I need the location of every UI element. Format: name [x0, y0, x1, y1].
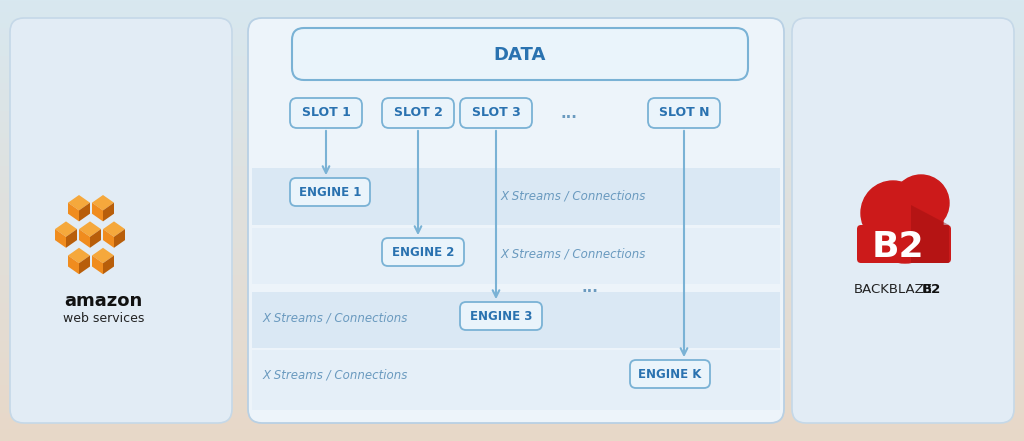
- Text: B2: B2: [922, 283, 941, 296]
- FancyBboxPatch shape: [792, 18, 1014, 423]
- Text: X Streams / Connections: X Streams / Connections: [500, 247, 645, 261]
- Circle shape: [867, 187, 943, 263]
- Text: SLOT 3: SLOT 3: [472, 106, 520, 120]
- Text: SLOT 1: SLOT 1: [301, 106, 350, 120]
- Polygon shape: [103, 255, 114, 274]
- Polygon shape: [68, 203, 79, 221]
- Text: ENGINE 3: ENGINE 3: [470, 310, 532, 322]
- FancyBboxPatch shape: [252, 228, 780, 284]
- Text: ENGINE K: ENGINE K: [638, 367, 701, 381]
- Polygon shape: [103, 229, 114, 248]
- Polygon shape: [55, 229, 66, 248]
- Text: ENGINE 2: ENGINE 2: [392, 246, 455, 258]
- Text: ...: ...: [560, 105, 578, 120]
- Circle shape: [861, 181, 925, 245]
- Text: web services: web services: [62, 312, 144, 325]
- Text: DATA: DATA: [494, 46, 546, 64]
- FancyBboxPatch shape: [648, 98, 720, 128]
- Polygon shape: [55, 221, 77, 237]
- Text: SLOT N: SLOT N: [658, 106, 710, 120]
- FancyBboxPatch shape: [460, 302, 542, 330]
- Polygon shape: [92, 203, 103, 221]
- FancyBboxPatch shape: [252, 292, 780, 348]
- Polygon shape: [92, 248, 114, 263]
- FancyBboxPatch shape: [382, 98, 454, 128]
- Polygon shape: [68, 255, 79, 274]
- FancyBboxPatch shape: [292, 28, 748, 80]
- Circle shape: [893, 175, 949, 231]
- Polygon shape: [911, 205, 949, 263]
- Polygon shape: [79, 203, 90, 221]
- FancyBboxPatch shape: [290, 98, 362, 128]
- FancyBboxPatch shape: [10, 18, 232, 423]
- FancyBboxPatch shape: [630, 360, 710, 388]
- Polygon shape: [92, 255, 103, 274]
- Polygon shape: [68, 248, 90, 263]
- Polygon shape: [79, 221, 101, 237]
- FancyBboxPatch shape: [857, 225, 951, 263]
- Text: X Streams / Connections: X Streams / Connections: [500, 190, 645, 202]
- Polygon shape: [103, 203, 114, 221]
- Text: X Streams / Connections: X Streams / Connections: [262, 369, 408, 381]
- Text: ...: ...: [582, 280, 598, 295]
- Polygon shape: [68, 195, 90, 210]
- FancyBboxPatch shape: [252, 350, 780, 410]
- Text: B2: B2: [871, 230, 925, 264]
- Text: BACKBLAZE: BACKBLAZE: [853, 283, 933, 296]
- Polygon shape: [66, 229, 77, 248]
- Polygon shape: [79, 229, 90, 248]
- FancyBboxPatch shape: [382, 238, 464, 266]
- Polygon shape: [79, 255, 90, 274]
- Polygon shape: [90, 229, 101, 248]
- Text: SLOT 2: SLOT 2: [393, 106, 442, 120]
- Polygon shape: [92, 195, 114, 210]
- Text: amazon: amazon: [65, 292, 142, 310]
- Polygon shape: [114, 229, 125, 248]
- FancyBboxPatch shape: [460, 98, 532, 128]
- FancyBboxPatch shape: [290, 178, 370, 206]
- Text: X Streams / Connections: X Streams / Connections: [262, 311, 408, 325]
- FancyBboxPatch shape: [248, 18, 784, 423]
- Polygon shape: [103, 221, 125, 237]
- FancyBboxPatch shape: [252, 168, 780, 225]
- Text: ENGINE 1: ENGINE 1: [299, 186, 361, 198]
